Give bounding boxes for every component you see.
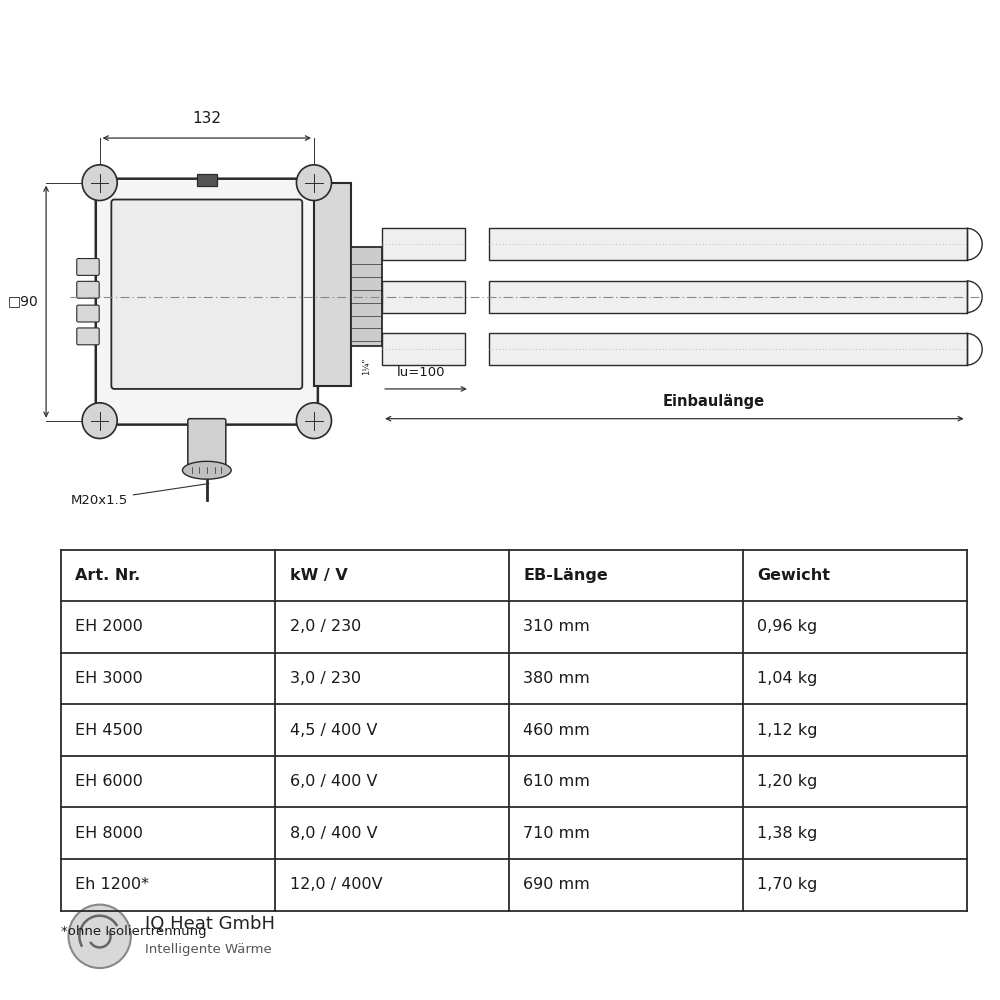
Text: Intelligente Wärme: Intelligente Wärme bbox=[145, 943, 272, 956]
Text: EH 3000: EH 3000 bbox=[75, 671, 143, 686]
Text: EH 6000: EH 6000 bbox=[75, 774, 143, 789]
Text: EH 4500: EH 4500 bbox=[75, 723, 143, 738]
Circle shape bbox=[296, 165, 332, 201]
Bar bbox=[489, 281, 967, 313]
Text: Einbaulänge: Einbaulänge bbox=[662, 394, 764, 409]
Text: EB-Länge: EB-Länge bbox=[523, 568, 608, 583]
Circle shape bbox=[68, 905, 131, 968]
Text: 610 mm: 610 mm bbox=[523, 774, 590, 789]
Text: 3,0 / 230: 3,0 / 230 bbox=[290, 671, 361, 686]
FancyBboxPatch shape bbox=[96, 179, 318, 425]
Text: 1,04 kg: 1,04 kg bbox=[757, 671, 818, 686]
Bar bbox=[382, 228, 465, 260]
FancyBboxPatch shape bbox=[188, 419, 226, 467]
Text: 710 mm: 710 mm bbox=[523, 826, 590, 841]
Bar bbox=[351, 247, 382, 346]
Text: 460 mm: 460 mm bbox=[523, 723, 590, 738]
FancyBboxPatch shape bbox=[77, 281, 99, 298]
FancyBboxPatch shape bbox=[77, 259, 99, 275]
Text: 380 mm: 380 mm bbox=[523, 671, 590, 686]
Text: Gewicht: Gewicht bbox=[757, 568, 830, 583]
Circle shape bbox=[82, 403, 117, 439]
Bar bbox=[382, 333, 465, 365]
FancyBboxPatch shape bbox=[77, 305, 99, 322]
Circle shape bbox=[296, 403, 332, 439]
Text: IQ Heat GmbH: IQ Heat GmbH bbox=[145, 915, 275, 933]
Text: EH 2000: EH 2000 bbox=[75, 619, 143, 634]
Text: 690 mm: 690 mm bbox=[523, 877, 590, 892]
Text: *ohne Isoliertrennung: *ohne Isoliertrennung bbox=[61, 925, 206, 938]
Text: 132: 132 bbox=[192, 111, 221, 126]
Text: 0,96 kg: 0,96 kg bbox=[757, 619, 817, 634]
Text: □90: □90 bbox=[8, 295, 38, 309]
FancyBboxPatch shape bbox=[77, 328, 99, 345]
FancyBboxPatch shape bbox=[111, 200, 302, 389]
Bar bbox=[489, 228, 967, 260]
Text: 310 mm: 310 mm bbox=[523, 619, 590, 634]
Text: 1¼": 1¼" bbox=[362, 358, 371, 375]
Text: Eh 1200*: Eh 1200* bbox=[75, 877, 149, 892]
Bar bbox=[382, 281, 465, 313]
Circle shape bbox=[82, 165, 117, 201]
Text: 1,38 kg: 1,38 kg bbox=[757, 826, 818, 841]
Text: 1,20 kg: 1,20 kg bbox=[757, 774, 818, 789]
Text: EH 8000: EH 8000 bbox=[75, 826, 143, 841]
Text: 12,0 / 400V: 12,0 / 400V bbox=[290, 877, 382, 892]
Text: lu=100: lu=100 bbox=[397, 366, 445, 379]
Text: 1,70 kg: 1,70 kg bbox=[757, 877, 818, 892]
Text: 2,0 / 230: 2,0 / 230 bbox=[290, 619, 361, 634]
Text: Art. Nr.: Art. Nr. bbox=[75, 568, 141, 583]
Text: 4,5 / 400 V: 4,5 / 400 V bbox=[290, 723, 377, 738]
Text: kW / V: kW / V bbox=[290, 568, 347, 583]
Text: 1,12 kg: 1,12 kg bbox=[757, 723, 818, 738]
Text: 8,0 / 400 V: 8,0 / 400 V bbox=[290, 826, 377, 841]
Bar bbox=[314, 183, 351, 386]
Bar bbox=[489, 333, 967, 365]
Text: 6,0 / 400 V: 6,0 / 400 V bbox=[290, 774, 377, 789]
Text: M20x1.5: M20x1.5 bbox=[70, 484, 209, 506]
Ellipse shape bbox=[182, 461, 231, 479]
Bar bbox=[197, 174, 217, 186]
